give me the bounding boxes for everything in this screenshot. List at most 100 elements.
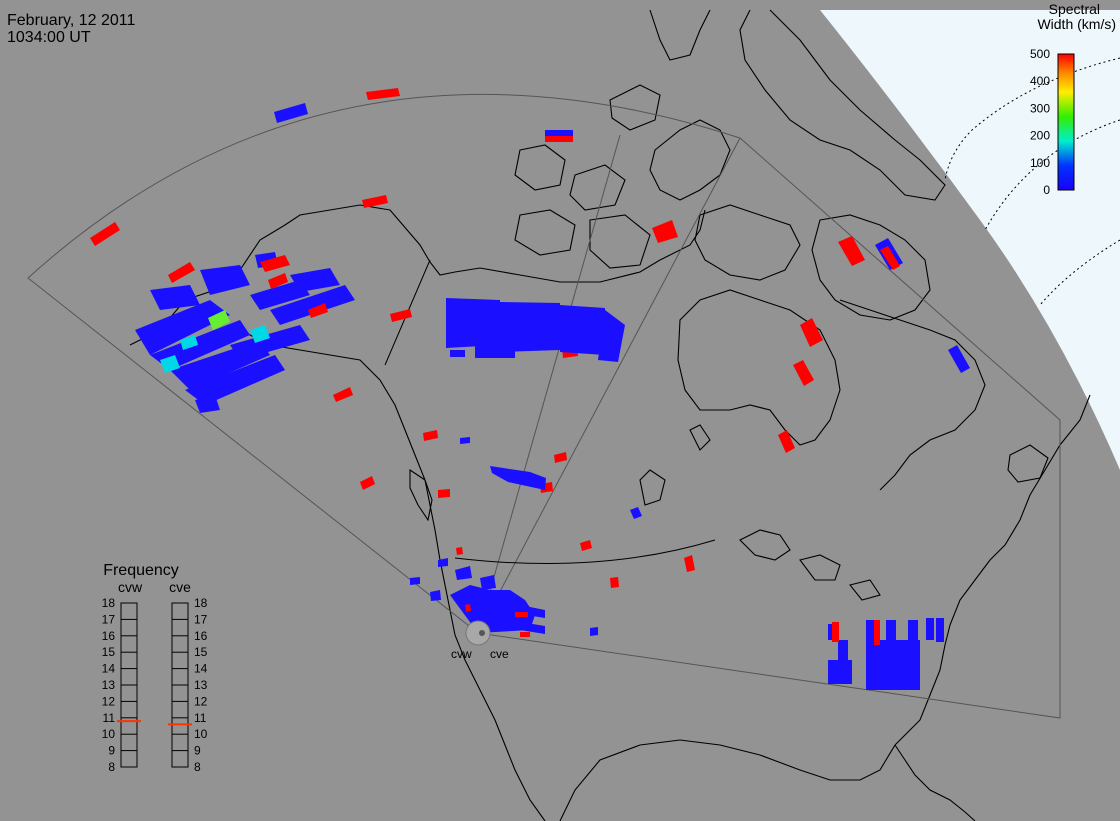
echo-cell <box>880 246 900 270</box>
frequency-tick-label: 12 <box>102 694 116 708</box>
radar-site-dot <box>479 630 485 636</box>
frequency-tick-label: 11 <box>194 711 207 725</box>
frequency-tick-label: 17 <box>102 612 116 626</box>
echo-cell <box>168 262 195 283</box>
frequency-tick-label: 9 <box>108 744 115 758</box>
echo-cell <box>465 604 471 612</box>
echo-cell <box>480 575 496 590</box>
echo-cell <box>778 430 795 453</box>
echo-cell <box>652 220 678 243</box>
echo-cell <box>410 577 420 585</box>
frequency-tick-label: 13 <box>194 678 208 692</box>
echo-cell <box>560 305 605 355</box>
frequency-tick-label: 9 <box>194 744 201 758</box>
echo-cell <box>250 280 310 310</box>
frequency-tick-label: 17 <box>194 612 208 626</box>
echo-cell <box>250 325 270 343</box>
frequency-tick-label: 14 <box>102 662 116 676</box>
frequency-tick-label: 8 <box>108 760 115 774</box>
echo-cell <box>490 466 546 490</box>
frequency-scale-west: 18 17 16 15 14 13 12 11 10 9 8 <box>102 596 141 774</box>
echo-cell <box>684 555 695 572</box>
echo-cell <box>866 640 920 690</box>
echo-cell <box>545 136 573 142</box>
radar-site-marker <box>465 620 491 646</box>
colorbar-tick-label: 400 <box>1030 74 1050 88</box>
echo-cell <box>195 395 220 413</box>
echo-cell <box>554 452 567 463</box>
radar-label-west: cvw <box>451 647 472 661</box>
frequency-tick-label: 18 <box>194 596 208 610</box>
frequency-tick-label: 11 <box>103 711 116 725</box>
echo-cell <box>360 476 375 490</box>
echo-cell <box>430 590 441 601</box>
date-text: February, 12 2011 <box>7 12 135 29</box>
echo-cell <box>90 222 120 246</box>
frequency-tick-label: 16 <box>194 629 208 643</box>
frequency-tick-label: 16 <box>102 629 116 643</box>
echo-cell <box>908 620 918 668</box>
echo-cell <box>270 285 355 325</box>
echo-cluster-east-us <box>828 618 944 690</box>
echo-cell <box>455 566 472 580</box>
echo-cell <box>832 622 839 642</box>
echo-cell <box>520 622 545 634</box>
fov-divider-east <box>477 137 741 634</box>
echo-cell <box>230 325 310 360</box>
echo-cell <box>886 620 896 645</box>
frequency-tick-label: 18 <box>102 596 116 610</box>
frequency-tick-label: 10 <box>194 727 208 741</box>
echo-cell <box>520 632 530 637</box>
echo-cell <box>366 88 400 100</box>
echo-cell <box>793 360 814 386</box>
echo-cell <box>268 273 288 289</box>
echo-cell <box>580 540 592 551</box>
echo-cells <box>90 88 970 690</box>
echo-cell <box>450 350 465 357</box>
frequency-tick-label: 10 <box>102 727 116 741</box>
echo-cell <box>828 660 852 684</box>
echo-cluster-near-radar <box>410 558 545 634</box>
echo-cell <box>333 387 353 402</box>
echo-cluster-alaska-highwidth <box>160 255 328 373</box>
echo-cell <box>456 547 463 555</box>
echo-cluster-alaska <box>135 252 355 413</box>
echo-cell <box>838 236 865 266</box>
echo-cell <box>838 640 848 662</box>
echo-cell <box>180 335 198 350</box>
polar-cap-region <box>820 10 1120 470</box>
echo-cell <box>545 130 573 136</box>
frequency-tick-label: 12 <box>194 694 208 708</box>
echo-near-radar-red <box>456 547 530 637</box>
echo-cell <box>260 255 290 272</box>
echo-cell <box>208 310 230 330</box>
echo-cell <box>948 345 970 373</box>
echo-cell <box>290 268 340 292</box>
latitude-circle-dotted-3 <box>1039 239 1120 306</box>
echo-cell <box>926 618 934 640</box>
frequency-panel: Frequency cvw cve 18 17 16 15 14 13 12 11 10 9 8 1… <box>102 562 208 774</box>
echo-cluster-central <box>446 298 625 362</box>
echo-cell <box>438 558 448 567</box>
colorbar-tick-label: 100 <box>1030 156 1050 170</box>
echo-cell <box>515 612 528 617</box>
time-text: 1034:00 UT <box>7 29 91 46</box>
frequency-tick-label: 15 <box>102 645 116 659</box>
radar-fov-outline <box>27 94 1061 719</box>
echo-cell <box>390 309 412 322</box>
frequency-tick-label: 13 <box>102 678 116 692</box>
echo-cell <box>450 585 535 633</box>
radar-label-east: cve <box>490 647 509 661</box>
colorbar-tick-label: 500 <box>1030 47 1050 61</box>
frequency-east-label: cve <box>169 579 191 595</box>
fov-divider-west <box>477 134 621 634</box>
frequency-west-label: cvw <box>118 579 143 595</box>
echo-cell <box>598 310 625 362</box>
colorbar-tick-label: 200 <box>1030 129 1050 143</box>
echo-cell <box>150 285 200 310</box>
frequency-scale-east: 18 17 16 15 14 13 12 11 10 9 8 <box>168 596 208 774</box>
echo-cell <box>274 103 308 123</box>
echo-cell <box>800 318 823 347</box>
echo-cell <box>438 489 450 498</box>
